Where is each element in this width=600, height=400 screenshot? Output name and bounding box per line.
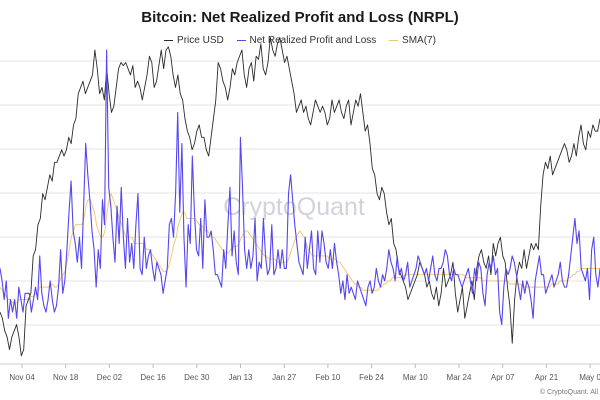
x-tick-label: May 0 — [579, 373, 600, 382]
series-layer — [0, 37, 600, 357]
legend-label-price: Price USD — [177, 35, 224, 46]
x-tick-label: Dec 16 — [140, 373, 166, 382]
legend-label-sma: SMA(7) — [402, 35, 436, 46]
x-tick-label: Apr 21 — [535, 373, 559, 382]
chart-title: Bitcoin: Net Realized Profit and Loss (N… — [141, 9, 459, 26]
series-line-nrpl[interactable] — [0, 49, 600, 326]
x-tick-label: Nov 04 — [9, 373, 35, 382]
legend-label-nrpl: Net Realized Profit and Loss — [249, 35, 377, 46]
x-tick-label: Nov 18 — [53, 373, 79, 382]
legend-item-sma[interactable]: SMA(7) — [389, 35, 436, 46]
x-tick-label: Mar 10 — [403, 373, 428, 382]
x-tick-label: Apr 07 — [491, 373, 515, 382]
x-tick-label: Jan 27 — [272, 373, 297, 382]
x-tick-label: Jan 13 — [228, 373, 253, 382]
credit-text: © CryptoQuant. All — [540, 388, 599, 396]
x-tick-label: Mar 24 — [447, 373, 472, 382]
x-tick-label: Dec 30 — [184, 373, 210, 382]
series-line-sma[interactable] — [0, 193, 600, 304]
x-tick-label: Feb 10 — [315, 373, 340, 382]
x-tick-label: Dec 02 — [97, 373, 123, 382]
legend: Price USD Net Realized Profit and Loss S… — [0, 35, 600, 46]
legend-item-price[interactable]: Price USD — [164, 35, 224, 46]
x-tick-label: Feb 24 — [359, 373, 384, 382]
legend-swatch-nrpl — [236, 39, 246, 41]
legend-swatch-price — [164, 39, 174, 41]
series-line-price[interactable] — [0, 37, 600, 357]
legend-item-nrpl[interactable]: Net Realized Profit and Loss — [236, 35, 377, 46]
x-axis: Nov 04 Nov 18 Dec 02 Dec 16 Dec 30 Jan 13 Jan … — [0, 363, 600, 382]
legend-swatch-sma — [389, 39, 399, 41]
